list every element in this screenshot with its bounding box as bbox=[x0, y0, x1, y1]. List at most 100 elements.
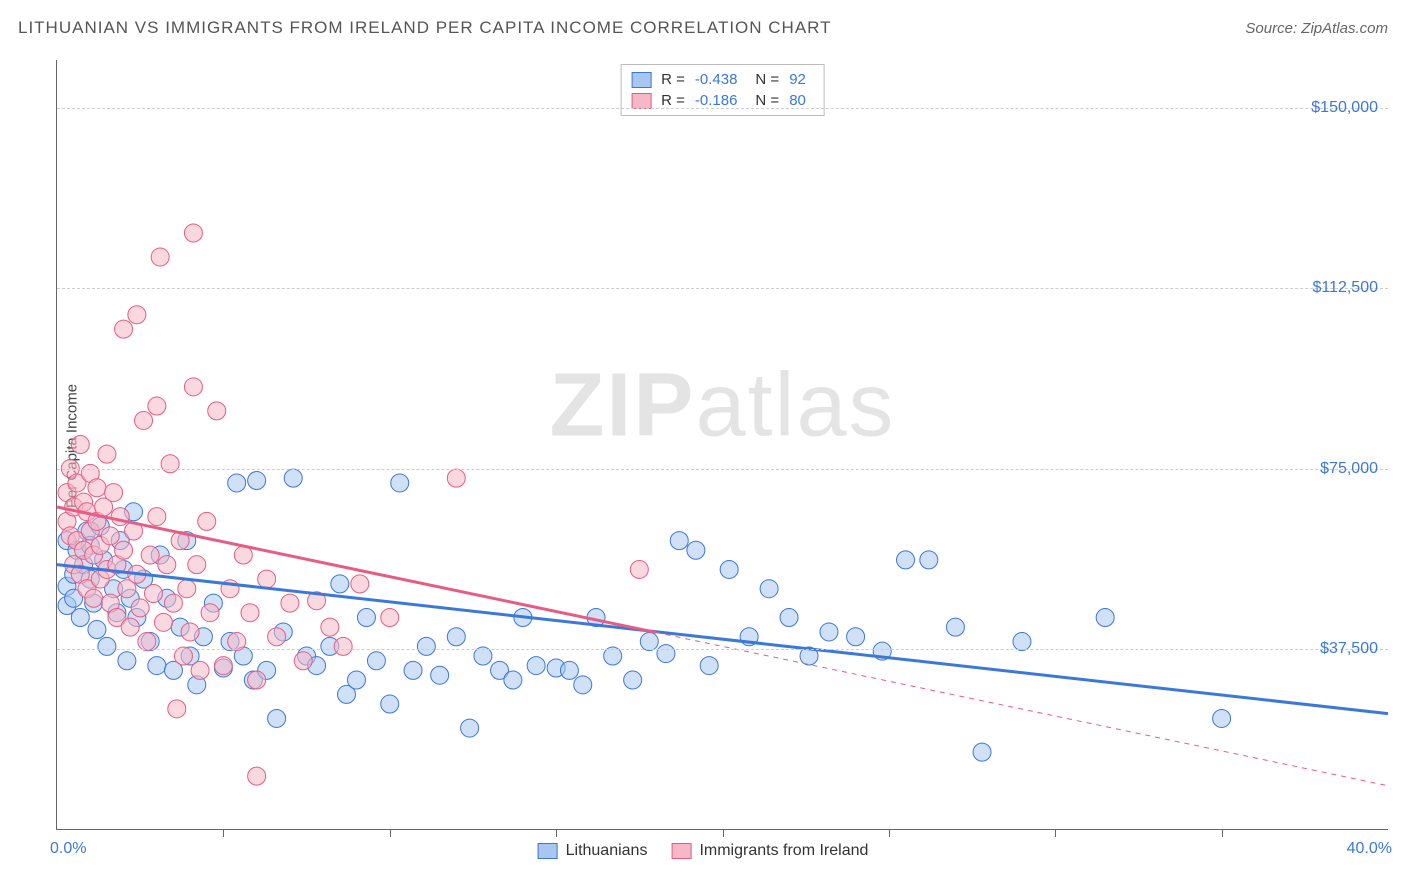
data-point bbox=[284, 469, 302, 487]
data-point bbox=[281, 594, 299, 612]
data-point bbox=[760, 580, 778, 598]
x-tick bbox=[1222, 829, 1223, 837]
data-point bbox=[670, 532, 688, 550]
data-point bbox=[946, 618, 964, 636]
data-point bbox=[720, 560, 738, 578]
data-point bbox=[391, 474, 409, 492]
data-point bbox=[85, 589, 103, 607]
data-point bbox=[88, 479, 106, 497]
data-point bbox=[181, 623, 199, 641]
data-point bbox=[248, 472, 266, 490]
source-label: Source: bbox=[1245, 20, 1297, 37]
data-point bbox=[71, 609, 89, 627]
data-point bbox=[241, 604, 259, 622]
data-point bbox=[148, 657, 166, 675]
data-point bbox=[331, 575, 349, 593]
data-point bbox=[248, 671, 266, 689]
data-point bbox=[141, 546, 159, 564]
data-point bbox=[135, 411, 153, 429]
plot-area: ZIPatlas R =-0.438N =92R =-0.186N =80 $3… bbox=[56, 60, 1388, 830]
data-point bbox=[228, 474, 246, 492]
scatter-svg bbox=[57, 60, 1388, 829]
data-point bbox=[381, 695, 399, 713]
source-name: ZipAtlas.com bbox=[1301, 20, 1388, 37]
data-point bbox=[214, 657, 232, 675]
data-point bbox=[560, 661, 578, 679]
data-point bbox=[630, 560, 648, 578]
data-point bbox=[184, 224, 202, 242]
y-tick-label: $37,500 bbox=[1320, 640, 1378, 658]
data-point bbox=[847, 628, 865, 646]
data-point bbox=[527, 657, 545, 675]
data-point bbox=[973, 743, 991, 761]
data-point bbox=[700, 657, 718, 675]
data-point bbox=[268, 709, 286, 727]
data-point bbox=[115, 541, 133, 559]
x-axis-max-label: 40.0% bbox=[1347, 840, 1392, 858]
series-legend-item: Immigrants from Ireland bbox=[671, 842, 868, 860]
data-point bbox=[154, 613, 172, 631]
data-point bbox=[168, 700, 186, 718]
data-point bbox=[184, 378, 202, 396]
data-point bbox=[178, 580, 196, 598]
data-point bbox=[258, 570, 276, 588]
data-point bbox=[461, 719, 479, 737]
data-point bbox=[1213, 709, 1231, 727]
data-point bbox=[657, 645, 675, 663]
data-point bbox=[321, 618, 339, 636]
data-point bbox=[820, 623, 838, 641]
data-point bbox=[687, 541, 705, 559]
data-point bbox=[351, 575, 369, 593]
gridline bbox=[57, 649, 1388, 650]
x-tick bbox=[223, 829, 224, 837]
data-point bbox=[148, 397, 166, 415]
data-point bbox=[431, 666, 449, 684]
series-legend-label: Lithuanians bbox=[566, 842, 648, 860]
legend-swatch bbox=[538, 843, 558, 859]
data-point bbox=[447, 628, 465, 646]
y-tick-label: $112,500 bbox=[1312, 279, 1378, 297]
series-legend-label: Immigrants from Ireland bbox=[699, 842, 868, 860]
gridline bbox=[57, 288, 1388, 289]
data-point bbox=[367, 652, 385, 670]
data-point bbox=[347, 671, 365, 689]
data-point bbox=[1096, 609, 1114, 627]
data-point bbox=[161, 455, 179, 473]
data-point bbox=[504, 671, 522, 689]
data-point bbox=[101, 527, 119, 545]
data-point bbox=[780, 609, 798, 627]
data-point bbox=[88, 621, 106, 639]
data-point bbox=[201, 604, 219, 622]
x-tick bbox=[556, 829, 557, 837]
gridline bbox=[57, 108, 1388, 109]
data-point bbox=[148, 508, 166, 526]
data-point bbox=[71, 436, 89, 454]
data-point bbox=[268, 628, 286, 646]
trend-line-extrapolated bbox=[656, 632, 1388, 785]
data-point bbox=[158, 556, 176, 574]
data-point bbox=[574, 676, 592, 694]
x-tick bbox=[390, 829, 391, 837]
data-point bbox=[417, 637, 435, 655]
data-point bbox=[897, 551, 915, 569]
data-point bbox=[447, 469, 465, 487]
data-point bbox=[151, 248, 169, 266]
data-point bbox=[144, 584, 162, 602]
x-tick bbox=[723, 829, 724, 837]
data-point bbox=[188, 556, 206, 574]
data-point bbox=[191, 661, 209, 679]
data-point bbox=[164, 594, 182, 612]
data-point bbox=[357, 609, 375, 627]
data-point bbox=[121, 618, 139, 636]
legend-swatch bbox=[671, 843, 691, 859]
data-point bbox=[248, 767, 266, 785]
chart-title: LITHUANIAN VS IMMIGRANTS FROM IRELAND PE… bbox=[18, 18, 832, 38]
series-legend: Lithuanians Immigrants from Ireland bbox=[538, 842, 869, 860]
data-point bbox=[115, 320, 133, 338]
data-point bbox=[128, 306, 146, 324]
series-legend-item: Lithuanians bbox=[538, 842, 648, 860]
data-point bbox=[198, 512, 216, 530]
source: Source: ZipAtlas.com bbox=[1245, 20, 1388, 37]
data-point bbox=[381, 609, 399, 627]
data-point bbox=[105, 484, 123, 502]
